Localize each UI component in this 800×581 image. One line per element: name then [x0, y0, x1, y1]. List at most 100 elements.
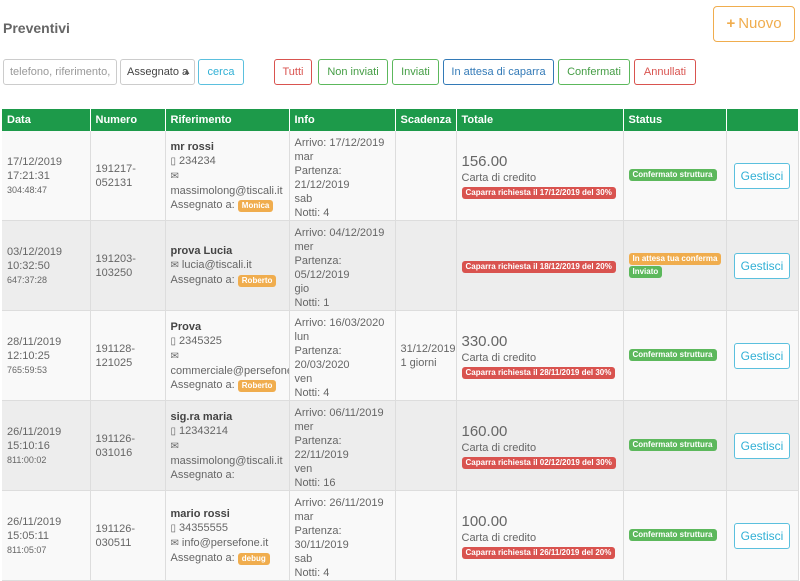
assignee-badge: Monica [237, 199, 274, 212]
date-value: 03/12/2019 [7, 245, 63, 258]
action-cell: Gestisci [726, 400, 799, 491]
column-header[interactable]: Info [289, 109, 396, 131]
email-line: ✉ massimolong@tiscali.it [171, 169, 284, 198]
total-cell: Caparra richiesta il 18/12/2019 del 20% [456, 220, 624, 311]
date-value: 26/11/2019 [7, 425, 62, 438]
manage-button[interactable]: Gestisci [734, 342, 790, 369]
manage-button[interactable]: Gestisci [734, 252, 790, 279]
total-cell: 100.00 Carta di credito Caparra richiest… [456, 490, 624, 581]
info-line: Arrivo: 26/11/2019 [294, 497, 384, 509]
date-value: 17/12/2019 [7, 155, 63, 168]
deposit-badge: Caparra richiesta il 17/12/2019 del 30% [461, 186, 616, 199]
payment-method: Carta di credito [461, 441, 537, 454]
new-quote-button[interactable]: + Nuovo [713, 6, 795, 42]
info-line: mar [294, 511, 314, 523]
action-cell: Gestisci [726, 310, 799, 401]
table-row: 26/11/2019 15:05:11 811:05:07 191126-030… [2, 490, 799, 581]
envelope-icon: ✉ [170, 260, 179, 271]
phone-icon: ▯ [170, 335, 177, 347]
customer-name: mario rossi [170, 507, 230, 520]
info-line: Notti: 4 [294, 567, 330, 579]
column-header[interactable]: Totale [456, 109, 624, 131]
filter-all-button[interactable]: Tutti [274, 59, 312, 85]
date-cell: 26/11/2019 15:05:11 811:05:07 [2, 490, 91, 581]
assignee-line: Assegnato a: Roberto [171, 273, 284, 287]
assignee-select[interactable]: Assegnato a ▲ [120, 59, 195, 85]
info-line: Arrivo: 04/12/2019 [294, 227, 385, 239]
envelope-icon: ✉ [170, 170, 179, 182]
column-header[interactable]: Scadenza [395, 109, 457, 131]
table-row: 28/11/2019 12:10:25 765:59:53 191128-121… [2, 310, 799, 401]
deadline-cell [395, 220, 457, 311]
search-input[interactable] [3, 59, 117, 85]
date-cell: 17/12/2019 17:21:31 304:48:47 [2, 131, 91, 221]
number-cell: 191128-121025 [90, 310, 166, 401]
email-value: massimolong@tiscali.it [170, 184, 283, 197]
info-line: Notti: 4 [294, 207, 330, 219]
manage-button[interactable]: Gestisci [734, 432, 790, 459]
assignee-line: Assegnato a: [171, 468, 284, 482]
filter-awaiting-deposit-button[interactable]: In attesa di caparra [443, 59, 554, 85]
assignee-badge: debug [237, 552, 270, 565]
action-cell: Gestisci [726, 131, 799, 221]
number-cell: 191126-030511 [90, 490, 166, 581]
time-value: 12:10:25 [7, 349, 50, 362]
column-header[interactable]: Data [2, 109, 91, 131]
date-cell: 03/12/2019 10:32:50 647:37:28 [2, 220, 91, 311]
info-cell: Arrivo: 16/03/2020 lun Partenza: 20/03/2… [289, 310, 396, 401]
column-header[interactable]: Numero [90, 109, 166, 131]
assignee-label: Assegnato a: [170, 274, 235, 286]
status-cell: Confermato struttura [623, 131, 727, 221]
payment-method: Carta di credito [461, 531, 537, 544]
total-cell: 330.00 Carta di credito Caparra richiest… [456, 310, 624, 401]
deadline-value: 31/12/2019 [400, 342, 456, 355]
info-line: mar [294, 151, 314, 163]
total-cell: 156.00 Carta di credito Caparra richiest… [456, 131, 624, 221]
search-button[interactable]: cerca [198, 59, 244, 85]
info-line: Notti: 4 [294, 387, 330, 399]
manage-button[interactable]: Gestisci [734, 522, 790, 549]
status-cell: Confermato struttura [623, 490, 727, 581]
reference-cell: mario rossi ▯ 34355555 ✉ info@persefone.it… [165, 490, 290, 581]
time-value: 15:05:11 [7, 529, 50, 542]
info-line: Arrivo: 16/03/2020 [294, 317, 385, 329]
info-line: mer [294, 421, 314, 433]
deposit-badge: Caparra richiesta il 28/11/2019 del 30% [461, 366, 616, 379]
assignee-badge: Roberto [237, 275, 277, 287]
table-header-row: Data Numero Riferimento Info Scadenza To… [2, 109, 799, 131]
info-line: Arrivo: 06/11/2019 [294, 407, 384, 419]
date-value: 26/11/2019 [7, 515, 62, 528]
column-header[interactable]: Status [623, 109, 727, 131]
column-header[interactable]: Riferimento [165, 109, 290, 131]
elapsed-value: 304:48:47 [7, 184, 48, 195]
phone-icon: ▯ [170, 522, 177, 534]
reference-cell: sig.ra maria ▯ 12343214 ✉ massimolong@tisc… [165, 400, 290, 491]
status-badge: In attesa tua conferma [628, 252, 722, 265]
manage-button[interactable]: Gestisci [734, 162, 790, 189]
number-cell: 191126-031016 [90, 400, 166, 491]
filter-confirmed-button[interactable]: Confermati [558, 59, 630, 85]
action-cell: Gestisci [726, 220, 799, 311]
phone-line: ▯ 12343214 [171, 424, 284, 439]
deadline-days: 1 giorni [400, 356, 437, 369]
filter-sent-button[interactable]: Inviati [392, 59, 439, 85]
table-row: 17/12/2019 17:21:31 304:48:47 191217-052… [2, 131, 799, 221]
email-value: lucia@tiscali.it [181, 259, 252, 271]
table-row: 26/11/2019 15:10:16 811:00:02 191126-031… [2, 400, 799, 491]
phone-value: 34355555 [179, 521, 228, 534]
deadline-cell: 31/12/2019 1 giorni [395, 310, 457, 401]
status-cell: In attesa tua conferma Inviato [623, 220, 727, 311]
phone-icon: ▯ [170, 155, 177, 167]
status-badge: Confermato struttura [628, 529, 717, 541]
deposit-badge: Caparra richiesta il 02/12/2019 del 30% [461, 456, 616, 469]
assignee-line: Assegnato a: Monica [171, 198, 284, 212]
elapsed-value: 811:00:02 [7, 454, 47, 465]
info-line: Notti: 1 [294, 297, 330, 309]
reference-cell: prova Lucia ✉ lucia@tiscali.it Assegnato … [165, 220, 290, 311]
email-value: commerciale@persefone.it [170, 364, 289, 377]
info-line: lun [294, 331, 310, 343]
filter-cancelled-button[interactable]: Annullati [634, 59, 696, 85]
filter-not-sent-button[interactable]: Non inviati [318, 59, 388, 85]
select-caret-icon: ▲ [183, 67, 191, 76]
customer-name: Prova [170, 320, 202, 333]
